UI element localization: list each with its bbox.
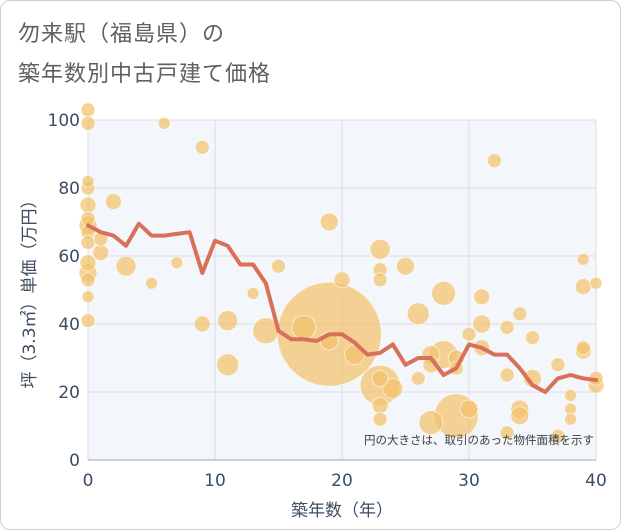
bubble-point (525, 330, 540, 346)
axes: 0 10 20 30 40 0 20 40 60 80 100 (48, 111, 607, 491)
x-tick-label: 40 (585, 471, 607, 491)
bubble-point (80, 272, 96, 288)
y-axis-label: 坪（3.3㎡）単価（万円） (20, 191, 40, 388)
bubble-point (473, 288, 491, 306)
bubble-point (80, 102, 96, 118)
bubble-point (80, 234, 96, 250)
bubble-point (406, 302, 430, 326)
bubble-point (369, 238, 391, 260)
bubble-point (145, 276, 158, 290)
x-tick-label: 20 (331, 471, 353, 491)
bubble-point (193, 315, 211, 333)
bubble-point (575, 340, 591, 356)
y-tick-label: 0 (69, 451, 80, 471)
bubble-point (104, 193, 122, 211)
bubble-point (81, 290, 95, 304)
bubble-point (486, 153, 502, 169)
bubble-point (472, 314, 492, 334)
bubble-point (410, 370, 426, 386)
bubble-point (372, 272, 388, 288)
bubble-point (459, 399, 479, 419)
bubble-point (216, 353, 240, 377)
bubble-point (92, 244, 110, 262)
bubble-point (371, 397, 389, 415)
x-axis-label: 築年数（年） (291, 501, 393, 521)
bubble-point (382, 378, 404, 400)
bubble-point (194, 139, 210, 155)
bubble-point (574, 278, 592, 296)
y-tick-label: 80 (58, 179, 80, 199)
bubble-point (431, 280, 457, 306)
bubble-point (396, 256, 415, 276)
y-tick-label: 100 (48, 111, 80, 131)
y-tick-label: 60 (58, 247, 80, 267)
bubble-point (589, 276, 603, 290)
bubble-point (217, 310, 239, 332)
bubble-point (80, 313, 96, 329)
bubble-point (564, 412, 578, 426)
x-tick-label: 30 (458, 471, 480, 491)
bubble-point (115, 255, 137, 277)
bubble-point (333, 271, 351, 289)
bubble-point (550, 428, 566, 444)
bubble-point (271, 258, 286, 274)
chart-title-line2: 築年数別中古戸建て価格 (18, 62, 272, 87)
bubble-point (499, 319, 515, 335)
bubble-point (576, 252, 590, 266)
bubble-point (512, 306, 528, 322)
average-line (86, 221, 598, 394)
x-tick-label: 10 (204, 471, 226, 491)
bubble-point (170, 256, 184, 270)
bubble-point (291, 314, 317, 340)
bubble-point (157, 116, 171, 130)
chart-title-line1: 勿来駅（福島県）の (18, 22, 226, 47)
bubble-point (79, 196, 97, 214)
bubble-point (564, 388, 578, 402)
bubble-point (418, 410, 444, 436)
x-tick-label: 0 (83, 471, 94, 491)
bubble-point (80, 115, 96, 131)
bubble-point (499, 425, 515, 441)
bubble-point (510, 406, 530, 426)
y-tick-label: 20 (58, 383, 80, 403)
bubble-point (81, 174, 95, 188)
y-tick-label: 40 (58, 315, 80, 335)
bubble-point (461, 326, 477, 342)
bubble-point (499, 367, 515, 383)
size-note: 円の大きさは、取引のあった物件面積を示す (364, 433, 594, 447)
bubble-point (79, 254, 97, 272)
bubble-point (246, 286, 260, 300)
bubble-point (371, 369, 389, 387)
bubble-point (319, 212, 339, 232)
bubble-point (550, 357, 566, 373)
bubble-point (372, 411, 388, 427)
